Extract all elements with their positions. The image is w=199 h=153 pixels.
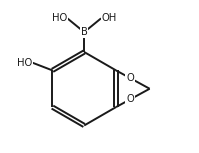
Text: HO: HO: [17, 58, 32, 68]
Text: B: B: [81, 27, 88, 37]
Text: O: O: [126, 73, 134, 83]
Text: O: O: [126, 94, 134, 104]
Text: OH: OH: [101, 13, 116, 23]
Text: HO: HO: [52, 13, 67, 23]
